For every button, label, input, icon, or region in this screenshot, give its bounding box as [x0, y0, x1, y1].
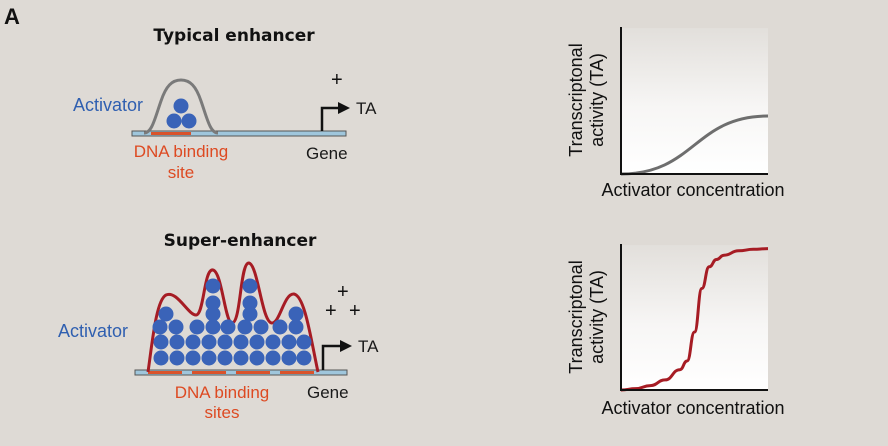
activator-dot — [158, 306, 174, 322]
super-binding-site — [148, 371, 182, 374]
activator-dot — [265, 334, 281, 350]
activator-dot — [249, 334, 265, 350]
chart-sigmoid-series-line — [620, 247, 769, 392]
activator-dot — [220, 319, 236, 335]
chart-sigmoid-ylabel-line2: activity (TA) — [587, 270, 607, 364]
typical-binding-site — [151, 132, 191, 135]
super-binding-sites-label-line1: DNA binding — [175, 383, 270, 402]
super-enhancer-title: Super-enhancer — [164, 231, 317, 251]
activator-dot — [253, 319, 269, 335]
activator-dot — [296, 350, 312, 366]
activator-dot — [296, 334, 312, 350]
activator-dot — [288, 306, 304, 322]
activator-dot — [242, 306, 258, 322]
chart-sigmoid: Activator concentration Transcriptonal a… — [566, 244, 785, 418]
typical-binding-site-label-line2: site — [168, 163, 194, 182]
super-activity-plus-right: + — [349, 300, 361, 322]
super-ta-label: TA — [358, 337, 379, 356]
activator-dot — [185, 334, 201, 350]
activator-dot — [168, 319, 184, 335]
chart-linear-ylabel-line2: activity (TA) — [587, 53, 607, 147]
activator-dot — [217, 350, 233, 366]
activator-dot — [281, 350, 297, 366]
super-enhancer-diagram: Super-enhancer Activator DNA binding sit… — [58, 231, 379, 422]
typical-binding-site-label-line1: DNA binding — [134, 142, 229, 161]
chart-linear-ylabel-line1: Transcriptonal — [566, 43, 586, 156]
activator-dot — [205, 306, 221, 322]
super-binding-site — [280, 371, 314, 374]
typical-activity-plus: + — [331, 69, 343, 91]
chart-sigmoid-ylabel-line1: Transcriptonal — [566, 260, 586, 373]
activator-dot — [265, 350, 281, 366]
super-binding-site — [236, 371, 270, 374]
activator-dot — [272, 319, 288, 335]
chart-sigmoid-xlabel: Activator concentration — [601, 398, 784, 418]
activator-dot — [281, 334, 297, 350]
typical-gene-label: Gene — [306, 144, 348, 163]
super-gene-label: Gene — [307, 383, 349, 402]
activator-dot — [166, 113, 182, 129]
super-gene-arrow — [321, 340, 352, 370]
activator-dot — [233, 350, 249, 366]
typical-activator-dots — [166, 98, 197, 129]
activator-dot — [201, 350, 217, 366]
activator-dot — [205, 278, 221, 294]
activator-dot — [205, 319, 221, 335]
activator-dot — [242, 278, 258, 294]
chart-linear-plot-area — [621, 28, 768, 173]
typical-enhancer-diagram: Typical enhancer Activator DNA binding s… — [73, 26, 377, 182]
typical-enhancer-title: Typical enhancer — [153, 26, 315, 46]
activator-dot — [181, 113, 197, 129]
super-binding-sites-label-line2: sites — [205, 403, 240, 422]
typical-dna-strand — [131, 130, 347, 137]
typical-gene-arrow — [320, 102, 350, 131]
chart-linear-xlabel: Activator concentration — [601, 180, 784, 200]
panel-label: A — [4, 4, 20, 29]
super-activity-plus-left: + — [325, 300, 337, 322]
chart-linear-series-line — [620, 114, 769, 176]
super-activity-plus-top: + — [337, 281, 349, 303]
activator-dot — [249, 350, 265, 366]
super-activator-label: Activator — [58, 321, 128, 341]
activator-dot — [201, 334, 217, 350]
activator-dot — [169, 350, 185, 366]
typical-activator-envelope — [143, 78, 219, 135]
typical-activator-label: Activator — [73, 95, 143, 115]
activator-dot — [242, 295, 258, 311]
activator-dot — [173, 98, 189, 114]
activator-dot — [288, 319, 304, 335]
activator-dot — [169, 334, 185, 350]
super-binding-sites — [148, 371, 314, 374]
chart-sigmoid-plot-area — [621, 245, 768, 390]
chart-linear: Activator concentration Transcriptonal a… — [566, 27, 785, 200]
typical-ta-label: TA — [356, 99, 377, 118]
activator-dot — [185, 350, 201, 366]
activator-dot — [152, 319, 168, 335]
super-binding-site — [192, 371, 226, 374]
activator-dot — [189, 319, 205, 335]
activator-dot — [153, 350, 169, 366]
activator-dot — [233, 334, 249, 350]
activator-dot — [153, 334, 169, 350]
super-activator-dots — [152, 278, 312, 366]
activator-dot — [217, 334, 233, 350]
activator-dot — [205, 295, 221, 311]
activator-dot — [237, 319, 253, 335]
